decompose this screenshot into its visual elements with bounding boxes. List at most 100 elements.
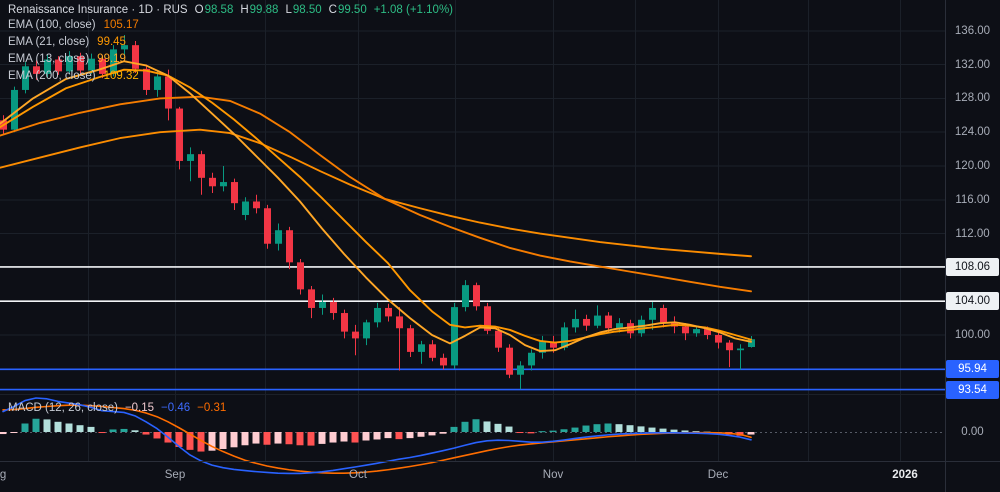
macd-histogram-bar bbox=[307, 432, 315, 446]
candle-body bbox=[99, 58, 106, 74]
macd-histogram-bar bbox=[98, 432, 106, 434]
candle-body bbox=[66, 56, 73, 72]
macd-histogram-bar bbox=[659, 428, 667, 432]
macd-histogram-bar bbox=[131, 430, 139, 432]
candle-body bbox=[220, 182, 227, 187]
indicator-value: 105.17 bbox=[103, 18, 139, 31]
macd-histogram-bar bbox=[87, 426, 95, 432]
macd-histogram-bar bbox=[32, 418, 40, 432]
candle-body bbox=[132, 45, 139, 69]
candle-body bbox=[209, 177, 216, 187]
macd-histogram-bar bbox=[230, 432, 238, 448]
candle-body bbox=[110, 49, 117, 74]
indicator-row[interactable]: EMA (13, close) 99.19 bbox=[8, 50, 453, 67]
macd-value: −0.46 bbox=[161, 402, 191, 414]
price-tick-label: 116.00 bbox=[955, 193, 990, 206]
candle-body bbox=[253, 201, 260, 209]
candle-body bbox=[330, 302, 337, 314]
macd-histogram-bar bbox=[428, 432, 436, 436]
indicator-value: 109.32 bbox=[103, 69, 139, 82]
macd-legend-values: −0.15 −0.46 −0.31 bbox=[125, 402, 226, 414]
candle-body bbox=[561, 327, 568, 348]
macd-histogram-bar bbox=[65, 423, 73, 432]
indicator-row[interactable]: EMA (21, close) 99.45 bbox=[8, 33, 453, 50]
candle-body bbox=[286, 230, 293, 263]
price-tick-label: 0.00 bbox=[961, 426, 984, 438]
candle-body bbox=[660, 307, 667, 323]
candle-body bbox=[407, 328, 414, 352]
macd-histogram-bar bbox=[571, 427, 579, 432]
time-axis[interactable]: Aug Sep Oct Nov Dec 2026 bbox=[0, 461, 1000, 492]
macd-histogram-bar bbox=[373, 432, 381, 440]
macd-histogram-bar bbox=[450, 426, 458, 432]
candle-body bbox=[165, 76, 172, 109]
macd-histogram-bar bbox=[153, 432, 161, 439]
price-line-badge: 108.06 bbox=[946, 257, 999, 276]
ohlc-pair: L 98.50 bbox=[285, 4, 322, 16]
indicator-legend-rows: EMA (100, close) 105.17 EMA (21, close) 99.… bbox=[8, 16, 453, 84]
macd-histogram-bar bbox=[285, 432, 293, 445]
macd-histogram-bar bbox=[483, 421, 491, 432]
macd-histogram-bar bbox=[670, 429, 678, 432]
indicator-label: EMA (100, close) bbox=[8, 18, 96, 31]
candle-body bbox=[363, 322, 370, 339]
ema-line-21 bbox=[0, 68, 752, 344]
candle-body bbox=[11, 89, 18, 130]
symbol-title: Renaissance Insurance · 1D · RUS bbox=[8, 4, 188, 16]
indicator-row[interactable]: EMA (200, close) 109.32 bbox=[8, 67, 453, 84]
macd-histogram-bar bbox=[417, 432, 425, 437]
price-change: +1.08 (+1.10%) bbox=[373, 4, 453, 16]
candle-body bbox=[748, 339, 755, 347]
macd-histogram-bar bbox=[274, 432, 282, 444]
ema-line-100 bbox=[0, 95, 752, 293]
macd-histogram-bar bbox=[538, 431, 546, 433]
macd-histogram-bar bbox=[43, 419, 51, 432]
candle-body bbox=[77, 56, 84, 71]
macd-value: −0.15 bbox=[124, 402, 155, 414]
candle-body bbox=[484, 306, 491, 331]
candle-body bbox=[572, 318, 579, 328]
candle-body bbox=[550, 341, 557, 348]
macd-histogram-bar bbox=[263, 432, 271, 445]
price-line-badge: 93.54 bbox=[946, 380, 999, 399]
candle-body bbox=[88, 58, 95, 71]
macd-histogram-bar bbox=[615, 424, 623, 432]
ohlc-values: O 98.58 H 99.88 L 98.50 C 99.50 bbox=[195, 4, 367, 16]
macd-histogram-bar bbox=[439, 432, 447, 434]
macd-histogram-bar bbox=[593, 424, 601, 432]
time-axis-label: Aug bbox=[0, 469, 7, 481]
time-axis-label: 2026 bbox=[892, 469, 918, 481]
time-axis-label: Dec bbox=[707, 469, 729, 481]
candle-body bbox=[451, 307, 458, 366]
price-axis[interactable]: 136.00 132.00 128.00 124.00 120.00 116.00 112.… bbox=[945, 0, 1000, 460]
candle-body bbox=[396, 316, 403, 329]
candle-body bbox=[187, 154, 194, 161]
macd-histogram-bar bbox=[340, 432, 348, 442]
macd-histogram-bar bbox=[604, 423, 612, 432]
price-tick-label: 120.00 bbox=[954, 160, 991, 172]
candle-body bbox=[121, 45, 128, 50]
candle-body bbox=[616, 323, 623, 329]
candle-body bbox=[22, 66, 29, 90]
macd-histogram-bar bbox=[21, 423, 29, 432]
macd-histogram-bar bbox=[472, 419, 480, 432]
candle-body bbox=[726, 342, 733, 351]
macd-histogram-bar bbox=[219, 432, 227, 449]
price-tick-label: 136.00 bbox=[954, 24, 991, 37]
symbol-title-row[interactable]: Renaissance Insurance · 1D · RUS O 98.58 H… bbox=[8, 4, 453, 16]
macd-histogram-bar bbox=[505, 426, 513, 432]
candle-body bbox=[704, 329, 711, 335]
candle-body bbox=[495, 330, 502, 348]
price-line-badge: 95.94 bbox=[946, 360, 999, 379]
candle-body bbox=[649, 307, 656, 320]
time-axis-label: Nov bbox=[542, 469, 564, 481]
candle-body bbox=[429, 344, 436, 358]
macd-histogram-bar bbox=[197, 432, 205, 452]
macd-signal-line bbox=[2, 404, 752, 474]
macd-legend-row[interactable]: MACD (12, 26, close) −0.15 −0.46 −0.31 bbox=[8, 402, 226, 414]
indicator-row[interactable]: EMA (100, close) 105.17 bbox=[8, 16, 453, 33]
candle-body bbox=[33, 66, 40, 74]
indicator-value: 99.19 bbox=[97, 52, 126, 65]
